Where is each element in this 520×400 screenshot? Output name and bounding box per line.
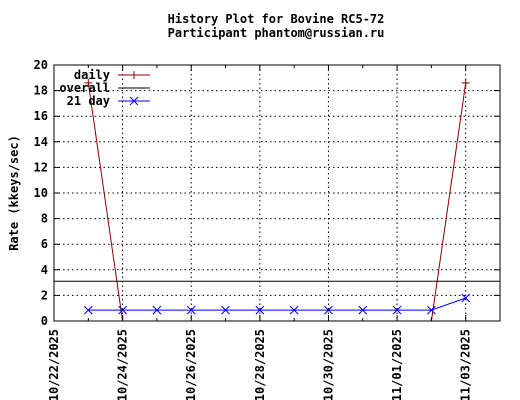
data-point <box>358 305 368 315</box>
y-tick-label: 14 <box>34 135 48 149</box>
x-tick-label: 11/01/2025 <box>390 329 404 400</box>
data-point <box>84 78 93 87</box>
x-tick-label: 10/22/2025 <box>47 329 61 400</box>
data-point <box>221 305 230 315</box>
y-tick-label: 18 <box>34 84 48 98</box>
y-axis-label: Rate (kkeys/sec) <box>7 135 21 251</box>
data-point <box>118 305 127 315</box>
data-point <box>427 305 436 315</box>
ticks <box>53 64 500 322</box>
y-tick-label: 12 <box>34 160 48 174</box>
y-tick-label: 2 <box>41 288 48 302</box>
legend-marker <box>130 71 138 79</box>
y-tick-label: 16 <box>34 109 48 123</box>
data-point <box>186 305 196 315</box>
legend-label: 21 day <box>67 94 110 108</box>
chart-title: History Plot for Bovine RC5-72 <box>168 12 385 26</box>
x-tick-label: 10/26/2025 <box>184 329 198 400</box>
y-tick-label: 8 <box>41 212 48 226</box>
series-line <box>87 82 467 321</box>
x-tick-label: 10/28/2025 <box>253 329 267 400</box>
y-tick-label: 4 <box>41 263 48 277</box>
data-point <box>324 305 333 315</box>
series-line <box>88 297 466 311</box>
data-point <box>152 305 162 315</box>
legend-marker <box>129 96 139 106</box>
x-tick-label: 11/03/2025 <box>459 329 473 400</box>
chart-subtitle: Participant phantom@russian.ru <box>168 26 385 40</box>
series-21-day <box>83 293 471 315</box>
x-tick-label: 10/30/2025 <box>321 329 335 400</box>
y-tick-label: 6 <box>41 237 48 251</box>
data-point <box>289 305 299 315</box>
y-tick-label: 0 <box>41 314 48 328</box>
data-point <box>461 78 470 87</box>
x-tick-labels: 10/22/2025 10/24/2025 10/26/2025 10/28/2025… <box>47 329 473 400</box>
data-point <box>392 305 402 315</box>
legend-label: overall <box>59 81 110 95</box>
y-tick-label: 10 <box>34 186 48 200</box>
y-tick-labels: 0 2 4 6 8 10 12 14 16 18 20 <box>34 58 48 328</box>
legend-label: daily <box>74 68 110 82</box>
data-point <box>255 305 265 315</box>
data-point <box>461 293 471 303</box>
grid <box>54 65 500 321</box>
y-tick-label: 20 <box>34 58 48 72</box>
data-point <box>83 305 93 315</box>
series-daily <box>84 78 470 321</box>
series-layer <box>54 78 500 321</box>
x-tick-label: 10/24/2025 <box>116 329 130 400</box>
